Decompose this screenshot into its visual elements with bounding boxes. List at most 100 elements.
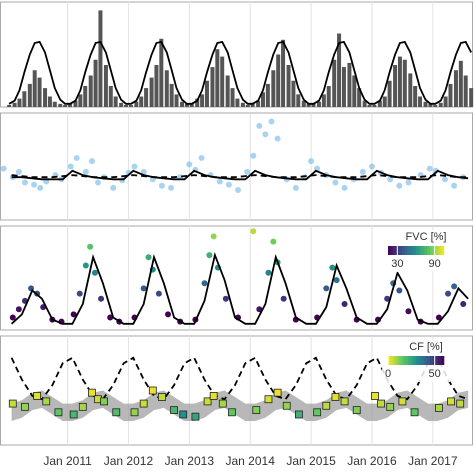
bar bbox=[215, 49, 220, 107]
colorbar-cell bbox=[418, 356, 422, 365]
point bbox=[445, 290, 452, 297]
square-marker bbox=[352, 406, 361, 415]
square-marker bbox=[158, 393, 166, 401]
colorbar-cell bbox=[388, 246, 392, 255]
colorbar-tick-label: 90 bbox=[429, 258, 441, 270]
square-marker bbox=[371, 392, 379, 400]
point bbox=[87, 243, 94, 250]
square-marker bbox=[264, 395, 273, 404]
bar bbox=[180, 101, 185, 107]
point bbox=[225, 181, 232, 188]
bar bbox=[250, 102, 255, 107]
colorbar-cell bbox=[407, 356, 411, 365]
panel bbox=[0, 112, 473, 221]
bar bbox=[453, 70, 458, 107]
point bbox=[323, 285, 330, 292]
bar bbox=[428, 103, 433, 107]
square-marker bbox=[398, 397, 407, 406]
square-marker bbox=[282, 401, 291, 410]
bar bbox=[220, 56, 225, 107]
x-tick-label: Jan 2014 bbox=[226, 454, 276, 468]
bar bbox=[113, 96, 118, 107]
colorbar-cell bbox=[393, 356, 397, 365]
colorbar-cell bbox=[430, 246, 434, 255]
colorbar-cell bbox=[421, 356, 425, 365]
bar bbox=[43, 88, 48, 107]
point bbox=[235, 187, 242, 194]
colorbar-cell bbox=[418, 246, 422, 255]
square-marker bbox=[228, 408, 236, 417]
bar bbox=[210, 67, 215, 107]
colorbar-cell bbox=[441, 356, 445, 365]
bar bbox=[37, 77, 42, 107]
colorbar: CF [%] 0 50 bbox=[382, 340, 450, 382]
bar bbox=[149, 77, 154, 107]
bar bbox=[458, 60, 463, 107]
colorbar-cell bbox=[410, 246, 414, 255]
square-marker bbox=[322, 401, 331, 410]
point bbox=[270, 238, 277, 245]
colorbar-cell bbox=[404, 356, 408, 365]
point bbox=[329, 264, 336, 271]
bar bbox=[382, 96, 387, 107]
bar bbox=[306, 103, 311, 107]
line bbox=[8, 40, 472, 105]
bar bbox=[341, 67, 346, 107]
square-marker bbox=[435, 404, 443, 412]
point bbox=[280, 295, 287, 302]
point bbox=[341, 301, 348, 307]
point bbox=[460, 301, 467, 307]
point bbox=[37, 184, 44, 191]
bar bbox=[397, 56, 402, 107]
band bbox=[11, 390, 469, 421]
bar bbox=[260, 92, 265, 107]
bar bbox=[393, 65, 398, 107]
bar bbox=[169, 83, 174, 107]
bar bbox=[332, 59, 337, 107]
point bbox=[216, 178, 223, 185]
colorbar-cell bbox=[416, 246, 420, 255]
bar bbox=[12, 102, 17, 107]
bar bbox=[271, 70, 276, 107]
bar bbox=[93, 59, 98, 107]
bar bbox=[73, 100, 78, 107]
point bbox=[165, 311, 172, 318]
bar bbox=[17, 98, 22, 107]
bar bbox=[7, 104, 12, 107]
colorbar-title: CF [%] bbox=[409, 341, 443, 353]
bar bbox=[337, 33, 342, 107]
point bbox=[206, 252, 213, 259]
colorbar-tick-label: 30 bbox=[391, 258, 403, 270]
bar bbox=[235, 98, 240, 107]
point bbox=[256, 122, 263, 129]
square-marker bbox=[456, 399, 465, 408]
bar bbox=[154, 65, 159, 107]
bar bbox=[27, 83, 32, 107]
square-marker bbox=[148, 386, 157, 395]
bar bbox=[240, 102, 245, 107]
panel bbox=[0, 1, 474, 108]
bar bbox=[124, 104, 129, 107]
point bbox=[405, 179, 412, 186]
bar bbox=[204, 80, 209, 107]
panel bbox=[0, 335, 473, 446]
point bbox=[308, 158, 315, 165]
bar bbox=[200, 94, 205, 107]
point bbox=[359, 168, 366, 175]
square-marker bbox=[294, 410, 303, 419]
colorbar-cell bbox=[438, 246, 442, 255]
point bbox=[98, 295, 105, 302]
point bbox=[244, 168, 251, 175]
bar bbox=[413, 86, 418, 107]
colorbar-cell bbox=[427, 246, 431, 255]
bar bbox=[372, 104, 377, 107]
bar bbox=[286, 65, 291, 107]
point bbox=[396, 182, 403, 189]
colorbar-cell bbox=[388, 356, 392, 365]
bar bbox=[347, 62, 352, 107]
colorbar-cell bbox=[413, 356, 417, 365]
bar bbox=[448, 83, 453, 107]
bar bbox=[377, 100, 382, 107]
point bbox=[0, 165, 7, 172]
